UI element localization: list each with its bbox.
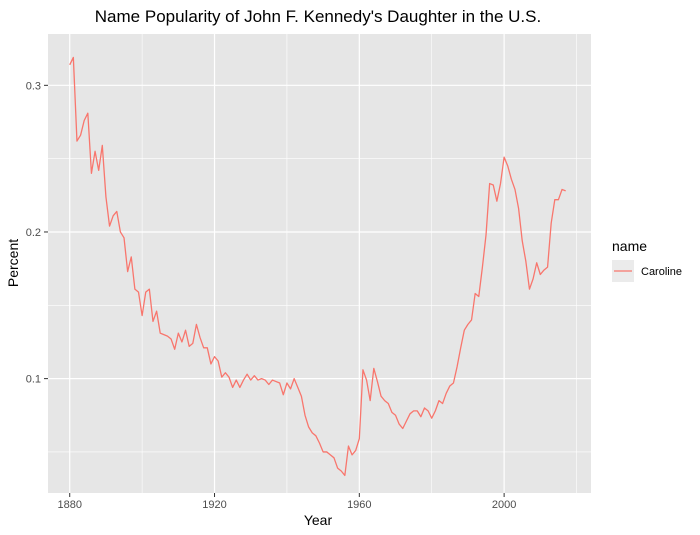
legend-title: name (612, 238, 647, 254)
x-axis-title: Year (304, 512, 333, 528)
legend-items: Caroline (612, 260, 682, 282)
y-axis-ticks: 0.1 0.2 0.3 (26, 80, 48, 386)
legend-label: Caroline (641, 266, 682, 278)
minor-gridlines (48, 34, 591, 493)
y-tick-label: 0.3 (26, 80, 41, 92)
y-axis-title: Percent (5, 239, 21, 287)
plot-panel (48, 34, 591, 493)
x-tick-label: 2000 (492, 499, 516, 511)
y-tick-label: 0.1 (26, 374, 41, 386)
x-tick-label: 1880 (57, 499, 81, 511)
series-lines (69, 56, 566, 477)
chart-title: Name Popularity of John F. Kennedy's Dau… (95, 7, 541, 26)
y-tick-label: 0.2 (26, 227, 41, 239)
series-line-caroline (69, 56, 566, 477)
legend: name Caroline (612, 238, 682, 282)
major-gridlines (48, 34, 591, 493)
x-tick-label: 1920 (202, 499, 226, 511)
x-axis-ticks: 1880 1920 1960 2000 (57, 493, 516, 511)
x-tick-label: 1960 (347, 499, 371, 511)
